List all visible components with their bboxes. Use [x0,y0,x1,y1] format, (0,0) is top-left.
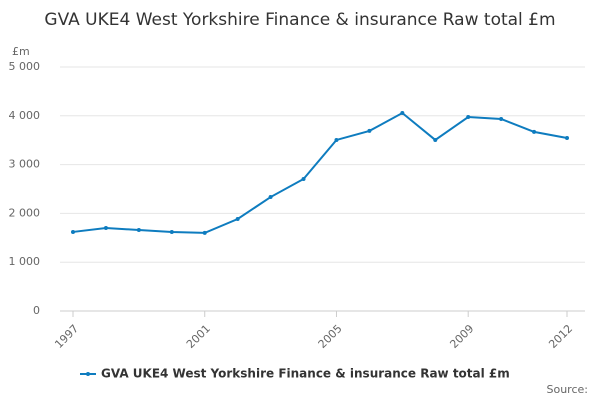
point [400,111,405,116]
point [202,230,207,235]
x-tick-label: 2009 [447,322,476,351]
point [499,116,504,121]
point [103,226,108,231]
legend-marker [86,372,90,376]
point [367,128,372,133]
legend-label: GVA UKE4 West Yorkshire Finance & insura… [101,367,510,381]
x-tick-label: 2005 [316,322,345,351]
point [433,137,438,142]
x-tick-label: 2001 [184,322,213,351]
point [532,129,537,134]
point [169,229,174,234]
x-tick-label: 1997 [52,322,81,351]
y-tick-label: 4 000 [9,109,41,122]
chart-title: GVA UKE4 West Yorkshire Finance & insura… [44,10,555,30]
source: Source: [547,383,589,396]
point [71,229,75,234]
y-tick-label: 2 000 [9,206,41,219]
point [268,195,273,200]
point [136,227,141,232]
x-tick-label: 2012 [546,322,575,351]
y-tick-label: 1 000 [9,255,41,268]
point [235,217,240,222]
y-tick-label: 5 000 [9,60,41,73]
y-tick-label: 0 [33,304,40,317]
point [301,176,306,181]
y-unit: £m [12,45,30,58]
point [334,137,339,142]
point [466,115,471,120]
point [565,136,569,141]
series-line [72,111,568,234]
y-tick-label: 3 000 [9,158,41,171]
